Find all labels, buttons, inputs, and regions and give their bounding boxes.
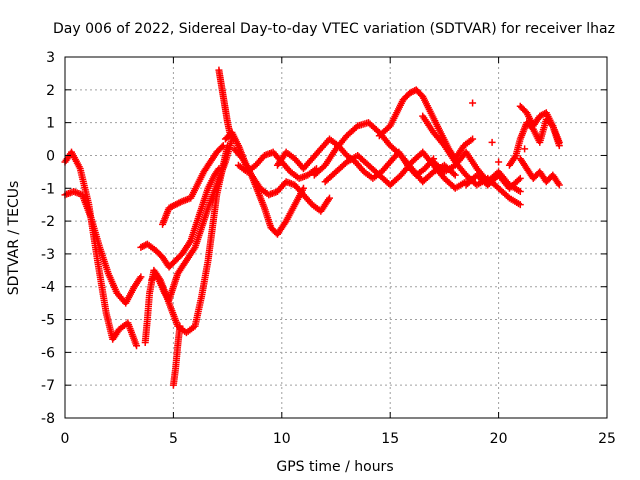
y-tick-label-3: -5: [41, 313, 55, 329]
x-tick-label-5: 25: [598, 431, 616, 447]
x-tick-label-1: 5: [169, 431, 178, 447]
y-tick-label-9: 1: [46, 116, 55, 132]
point-track-b-80: [137, 273, 145, 281]
chart-title: Day 006 of 2022, Sidereal Day-to-day VTE…: [53, 21, 615, 37]
y-tick-label-6: -2: [41, 214, 55, 230]
data-points: [61, 66, 563, 389]
y-tick-label-7: -1: [41, 181, 55, 197]
x-tick-label-2: 10: [273, 431, 291, 447]
y-tick-label-5: -3: [41, 247, 55, 263]
point-outliers-1: [488, 138, 496, 146]
point-track-r-36: [516, 174, 524, 182]
x-tick-label-3: 15: [381, 431, 399, 447]
y-tick-label-2: -6: [41, 345, 55, 361]
point-track-t-39: [555, 142, 563, 150]
point-track-g-52: [218, 143, 226, 151]
x-tick-label-0: 0: [61, 431, 70, 447]
point-track-g-53: [219, 142, 227, 150]
axis-ticks: 0 5 10 15 20 25 -8 -7 -6 -5 -4 -3 -2 -1 0 1 2 3: [41, 50, 616, 447]
y-tick-label-4: -4: [41, 280, 55, 296]
point-track-m-94: [450, 170, 458, 178]
y-tick-label-11: 3: [46, 50, 55, 66]
plot-border: [64, 56, 608, 419]
point-track-p-67: [516, 201, 524, 209]
y-tick-label-8: 0: [46, 148, 55, 164]
point-track-m-95: [451, 171, 459, 179]
point-track-r-35: [515, 176, 523, 184]
point-track-f-29: [176, 322, 184, 330]
point-track-j-69: [325, 194, 333, 202]
point-outliers-3: [495, 158, 503, 166]
point-outliers-0: [469, 99, 477, 107]
y-tick-label-1: -7: [41, 378, 55, 394]
point-track-q-59: [516, 188, 524, 196]
x-axis-label: GPS time / hours: [276, 459, 393, 475]
y-axis-label: SDTVAR / TECUs: [6, 181, 22, 296]
plot-frame: [64, 56, 608, 419]
point-outliers-2: [521, 145, 529, 153]
y-tick-label-10: 2: [46, 83, 55, 99]
y-tick-label-0: -8: [41, 411, 55, 427]
x-tick-label-4: 20: [490, 431, 508, 447]
point-track-u-34: [555, 181, 563, 189]
point-track-o-82: [469, 135, 477, 143]
point-track-a-119: [133, 342, 141, 350]
